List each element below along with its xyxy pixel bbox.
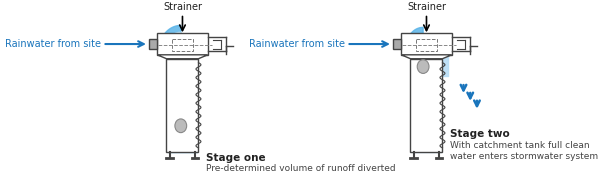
Text: Stage one: Stage one — [206, 153, 265, 163]
Text: Strainer: Strainer — [163, 2, 202, 12]
Text: Pre-determined volume of runoff diverted: Pre-determined volume of runoff diverted — [206, 164, 396, 173]
Bar — [401, 33, 451, 55]
Polygon shape — [165, 32, 181, 51]
Polygon shape — [157, 55, 208, 59]
Text: Stage two: Stage two — [450, 129, 510, 139]
Text: Rainwater from site: Rainwater from site — [5, 39, 101, 49]
Bar — [157, 33, 208, 55]
Polygon shape — [401, 55, 451, 59]
Polygon shape — [159, 25, 181, 51]
Bar — [167, 59, 198, 152]
Circle shape — [417, 60, 429, 74]
Circle shape — [175, 119, 187, 133]
Text: water enters stormwater system: water enters stormwater system — [450, 152, 598, 161]
Bar — [416, 39, 436, 51]
Bar — [410, 59, 442, 152]
Bar — [149, 39, 157, 49]
Bar — [172, 39, 193, 51]
Polygon shape — [408, 27, 423, 42]
Text: With catchment tank full clean: With catchment tank full clean — [450, 141, 590, 150]
Text: Strainer: Strainer — [407, 2, 446, 12]
Bar — [393, 39, 401, 49]
Text: Rainwater from site: Rainwater from site — [249, 39, 345, 49]
